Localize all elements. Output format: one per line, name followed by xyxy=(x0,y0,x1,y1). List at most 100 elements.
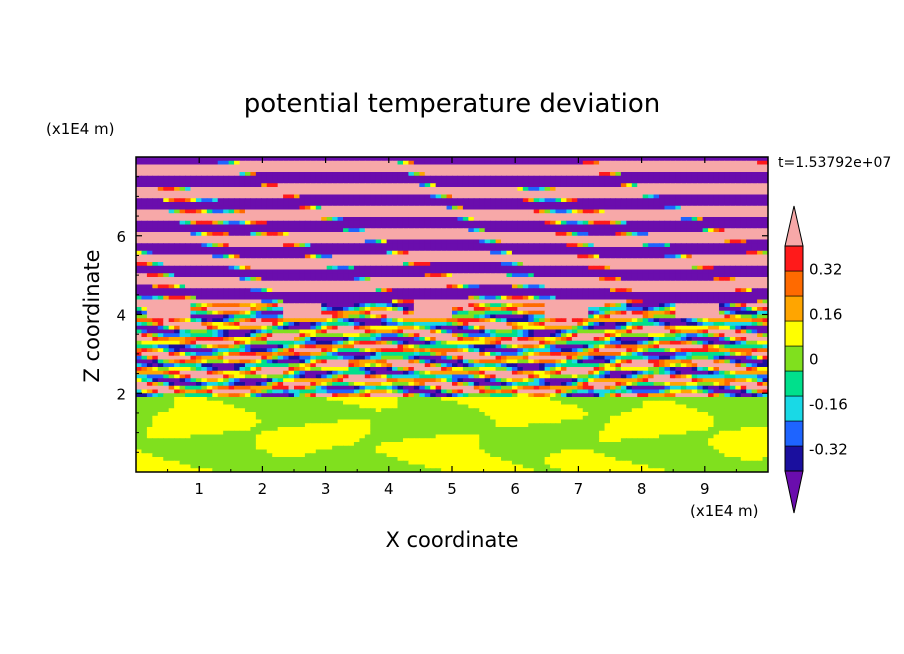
contour-cell xyxy=(642,310,649,316)
contour-cell xyxy=(168,160,175,166)
contour-cell xyxy=(364,269,371,274)
contour-cell xyxy=(195,179,202,184)
contour-cell xyxy=(740,295,747,301)
contour-cell xyxy=(468,187,475,192)
contour-cell xyxy=(544,310,551,316)
contour-cell xyxy=(571,250,578,256)
contour-cell xyxy=(179,273,186,278)
contour-cell xyxy=(424,258,431,263)
contour-cell xyxy=(588,299,595,304)
contour-cell xyxy=(228,157,235,162)
contour-cell xyxy=(691,303,698,308)
contour-cell xyxy=(664,205,671,211)
contour-cell xyxy=(522,224,529,229)
contour-cell xyxy=(599,299,606,304)
contour-cell xyxy=(533,172,540,177)
contour-cell xyxy=(490,295,497,301)
contour-cell xyxy=(392,198,399,203)
contour-cell xyxy=(517,262,524,267)
contour-cell xyxy=(610,265,617,271)
contour-cell xyxy=(353,288,360,293)
contour-cell xyxy=(348,168,355,173)
contour-cell xyxy=(239,217,246,222)
contour-cell xyxy=(446,277,453,282)
contour-cell xyxy=(724,303,731,308)
contour-cell xyxy=(402,269,410,274)
contour-cell xyxy=(364,307,371,312)
contour-cell xyxy=(337,160,344,166)
contour-cell xyxy=(157,202,164,207)
contour-cell xyxy=(479,269,486,274)
contour-cell xyxy=(136,235,143,241)
contour-cell xyxy=(223,295,230,301)
contour-cell xyxy=(364,179,371,184)
contour-cell xyxy=(141,284,148,289)
contour-cell xyxy=(430,307,437,312)
contour-cell xyxy=(484,269,491,274)
contour-cell xyxy=(566,228,573,233)
contour-cell xyxy=(261,232,268,237)
contour-cell xyxy=(294,205,301,211)
contour-cell xyxy=(479,277,486,282)
contour-cell xyxy=(746,250,753,256)
contour-cell xyxy=(642,172,649,177)
contour-cell xyxy=(430,194,437,199)
contour-cell xyxy=(343,172,350,177)
contour-cell xyxy=(501,190,508,196)
contour-cell xyxy=(163,265,170,271)
contour-cell xyxy=(353,205,360,211)
contour-cell xyxy=(686,209,693,214)
contour-cell xyxy=(206,213,213,218)
contour-cell xyxy=(610,160,617,166)
contour-cell xyxy=(620,205,627,211)
contour-cell xyxy=(174,205,181,211)
contour-cell xyxy=(413,280,420,286)
contour-cell xyxy=(234,194,241,199)
contour-cell xyxy=(702,273,709,278)
contour-cell xyxy=(446,224,453,229)
contour-cell xyxy=(266,183,273,188)
contour-cell xyxy=(424,262,431,267)
contour-cell xyxy=(571,224,578,229)
contour-cell xyxy=(228,168,235,173)
contour-cell xyxy=(266,228,273,233)
contour-cell xyxy=(408,213,415,218)
contour-cell xyxy=(157,243,164,248)
contour-cell xyxy=(386,202,393,207)
contour-cell xyxy=(729,284,736,289)
contour-cell xyxy=(610,247,617,252)
contour-cell xyxy=(261,258,268,263)
contour-cell xyxy=(664,262,671,267)
contour-cell xyxy=(201,239,208,244)
contour-cell xyxy=(206,265,213,271)
contour-cell xyxy=(604,292,611,297)
contour-cell xyxy=(522,273,529,278)
contour-cell xyxy=(217,183,224,188)
contour-cell xyxy=(201,250,208,256)
contour-cell xyxy=(326,209,333,214)
contour-cell xyxy=(386,205,393,211)
contour-cell xyxy=(588,258,595,263)
contour-cell xyxy=(544,160,551,166)
contour-cell xyxy=(599,243,606,248)
contour-cell xyxy=(746,213,753,218)
contour-cell xyxy=(539,247,546,252)
contour-cell xyxy=(217,292,224,297)
contour-cell xyxy=(490,172,497,177)
contour-cell xyxy=(637,190,644,196)
contour-cell xyxy=(620,292,627,297)
contour-cell xyxy=(528,235,535,241)
contour-cell xyxy=(441,265,448,271)
contour-cell xyxy=(718,217,726,222)
contour-cell xyxy=(441,310,448,316)
contour-cell xyxy=(195,254,202,259)
contour-cell xyxy=(708,202,715,207)
contour-cell xyxy=(680,307,687,312)
contour-cell xyxy=(588,220,595,226)
contour-cell xyxy=(250,183,257,188)
contour-cell xyxy=(435,183,442,188)
contour-cell xyxy=(675,247,682,252)
contour-cell xyxy=(593,250,600,256)
contour-cell xyxy=(299,235,306,241)
contour-cell xyxy=(337,175,344,181)
